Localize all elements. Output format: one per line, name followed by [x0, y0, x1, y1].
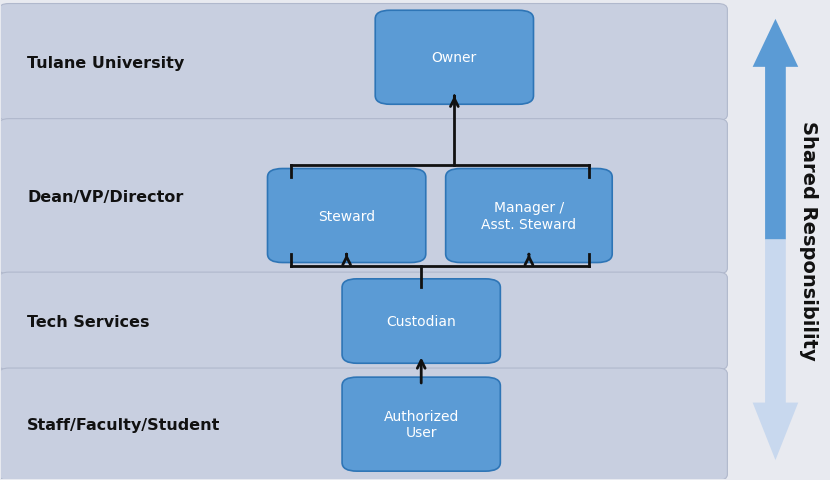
FancyBboxPatch shape: [0, 273, 727, 370]
Text: Steward: Steward: [318, 209, 375, 223]
Text: Tech Services: Tech Services: [27, 314, 149, 329]
Polygon shape: [753, 240, 798, 460]
Text: Custodian: Custodian: [386, 314, 457, 328]
FancyBboxPatch shape: [446, 169, 613, 263]
Text: Authorized
User: Authorized User: [383, 409, 459, 439]
Text: Staff/Faculty/Student: Staff/Faculty/Student: [27, 417, 221, 432]
Text: Dean/VP/Director: Dean/VP/Director: [27, 190, 183, 204]
FancyBboxPatch shape: [342, 279, 500, 363]
FancyBboxPatch shape: [375, 11, 534, 105]
FancyBboxPatch shape: [0, 368, 727, 480]
FancyBboxPatch shape: [0, 4, 727, 121]
Polygon shape: [753, 20, 798, 240]
FancyBboxPatch shape: [267, 169, 426, 263]
Text: Manager /
Asst. Steward: Manager / Asst. Steward: [481, 201, 577, 231]
Text: Shared Responsibility: Shared Responsibility: [799, 120, 818, 360]
Text: Tulane University: Tulane University: [27, 55, 184, 71]
FancyBboxPatch shape: [342, 377, 500, 471]
FancyBboxPatch shape: [0, 120, 727, 275]
Text: Owner: Owner: [432, 51, 477, 65]
